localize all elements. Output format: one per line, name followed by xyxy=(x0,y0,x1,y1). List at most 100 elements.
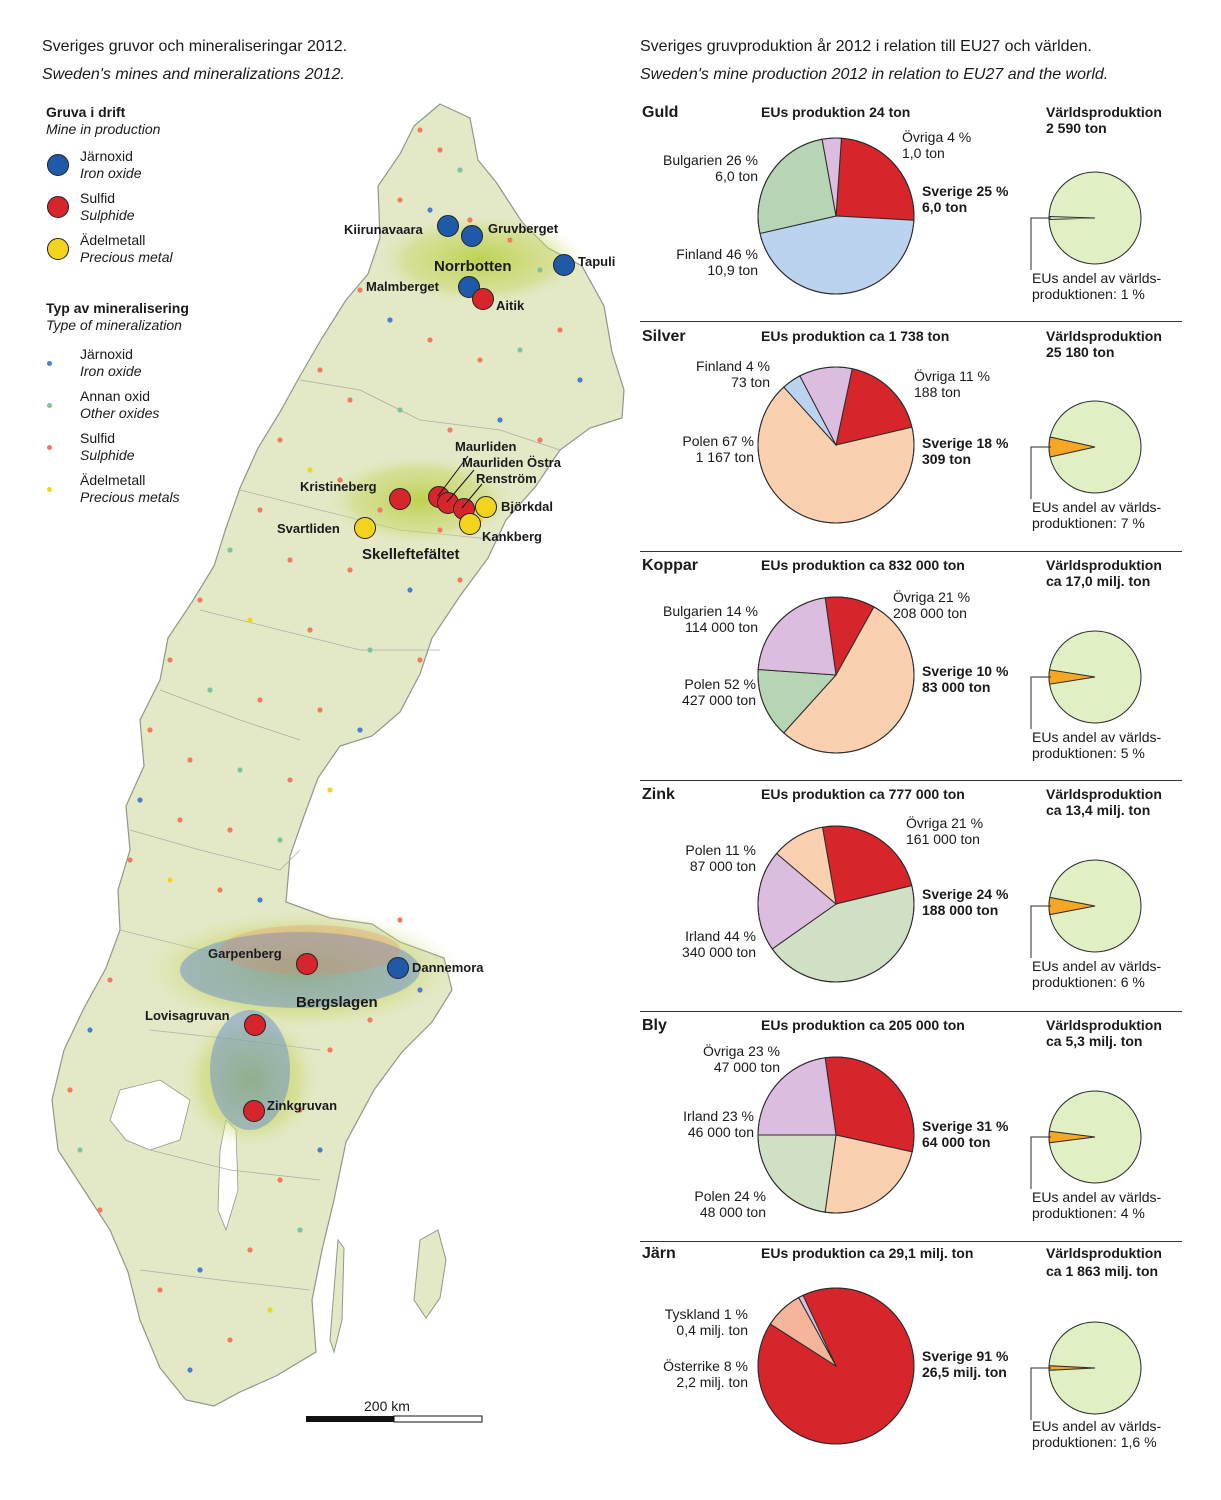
mine-label-tapuli: Tapuli xyxy=(578,254,616,269)
world-value-jarn: ca 1 863 milj. ton xyxy=(1046,1263,1159,1279)
legend-iron-en: Iron oxide xyxy=(80,165,142,181)
slice-name-guld-ovriga: Övriga xyxy=(902,129,944,145)
slice-label-zink-irland: Irland 44 % 340 000 ton xyxy=(682,928,756,960)
slice-percent-guld-bulgarien: 26 xyxy=(726,152,742,168)
eu-share-koppar: EUs andel av världs-produktionen: 5 % xyxy=(1032,729,1161,761)
slice-name-bly-ovriga: Övriga xyxy=(702,1043,745,1059)
slice-label-zink-ovriga: Övriga 21 % 161 000 ton xyxy=(906,815,984,847)
slice-name-jarn-sverige: Sverige xyxy=(922,1348,973,1364)
mine-garpenberg-marker[interactable] xyxy=(296,953,318,975)
slice-label-bly-ovriga: Övriga 23 % 47 000 ton xyxy=(702,1043,780,1075)
slice-name-koppar-ovriga: Övriga xyxy=(893,589,935,605)
gotland xyxy=(413,1229,447,1319)
mine-bjorkdal-marker[interactable] xyxy=(475,496,497,518)
mine-kiirunavaara-marker[interactable] xyxy=(437,215,459,237)
mine-label-malmberget: Malmberget xyxy=(366,279,439,294)
slice-label-koppar-bulgarien: Bulgarien 14 % 114 000 ton xyxy=(663,603,758,635)
legend-type-sulphide-dot xyxy=(47,445,52,450)
world-value-koppar: ca 17,0 milj. ton xyxy=(1046,573,1151,589)
mine-label-kankberg: Kankberg xyxy=(482,529,542,544)
mine-aitik-marker[interactable] xyxy=(472,288,494,310)
legend-type-oxide-en: Other oxides xyxy=(80,405,160,421)
slice-name-silver-finland: Finland xyxy=(696,358,742,374)
mine-dannemora-marker[interactable] xyxy=(387,957,409,979)
slice-label-silver-polen: Polen 67 % 1 167 ton xyxy=(682,433,754,465)
slice-percent-bly-irland: 23 xyxy=(722,1108,738,1124)
mine-label-kiirunavaara: Kiirunavaara xyxy=(344,222,423,237)
mine-gruvberget-marker[interactable] xyxy=(461,225,483,247)
slice-name-zink-polen: Polen xyxy=(685,842,722,858)
slice-percent-zink-ovriga: 21 xyxy=(951,815,967,831)
eu-share-silver-line2: produktionen: 7 % xyxy=(1032,515,1145,531)
divider-jarn xyxy=(640,1241,1182,1242)
slice-name-zink-sverige: Sverige xyxy=(922,886,973,902)
oland xyxy=(329,1238,345,1354)
region-label-norrbotten: Norrbotten xyxy=(434,258,512,275)
metal-title-guld: Guld xyxy=(642,104,679,121)
slice-percent-zink-irland: 44 xyxy=(724,928,740,944)
eu-title-koppar: EUs produktion ca 832 000 ton xyxy=(761,557,965,573)
map-title-en: Sweden's mines and mineralizations 2012. xyxy=(42,66,345,83)
slice-label-guld-bulgarien: Bulgarien 26 % 6,0 ton xyxy=(663,152,758,184)
mine-tapuli-marker[interactable] xyxy=(553,254,575,276)
slice-name-bly-irland: Irland xyxy=(683,1108,719,1124)
legend-precious-sv: Ädelmetall xyxy=(80,232,146,248)
pie-slice-bly-irland xyxy=(757,1134,837,1213)
legend-type-precious-sv: Ädelmetall xyxy=(80,472,146,488)
eu-title-bly: EUs produktion ca 205 000 ton xyxy=(761,1017,965,1033)
slice-value-zink-sverige: 188 000 ton xyxy=(922,902,999,918)
mine-label-renstrom: Renström xyxy=(476,471,537,486)
world-title-jarn: Världsproduktion xyxy=(1046,1245,1162,1261)
eu-share-koppar-line1: EUs andel av världs- xyxy=(1032,729,1162,745)
legend-sulphide-sv: Sulfid xyxy=(80,190,116,206)
metal-title-silver: Silver xyxy=(642,328,686,345)
world-title-guld: Världsproduktion xyxy=(1046,104,1162,120)
slice-label-koppar-sverige: Sverige 10 % 83 000 ton xyxy=(922,663,1009,695)
mine-zinkgruvan-marker[interactable] xyxy=(243,1100,265,1122)
legend-precious-en: Precious metal xyxy=(80,249,173,265)
mine-kankberg-marker[interactable] xyxy=(459,513,481,535)
slice-value-jarn-osterrike: 2,2 milj. ton xyxy=(676,1374,748,1390)
slice-label-jarn-sverige: Sverige 91 % 26,5 milj. ton xyxy=(922,1348,1009,1380)
divider-bly xyxy=(640,1011,1182,1012)
legend-sulphide-mine-marker xyxy=(47,196,69,218)
eu-share-jarn-line1: EUs andel av världs- xyxy=(1032,1418,1162,1434)
world-title-silver: Världsproduktion xyxy=(1046,328,1162,344)
glow-bergslagen-south xyxy=(180,1010,320,1150)
legend-type-sulphide-sv: Sulfid xyxy=(80,430,116,446)
slice-label-jarn-tyskland: Tyskland 1 % 0,4 milj. ton xyxy=(664,1306,748,1338)
production-title-sv: Sveriges gruvproduktion år 2012 i relati… xyxy=(640,38,1092,55)
slice-name-bly-sverige: Sverige xyxy=(922,1118,973,1134)
divider-zink xyxy=(640,780,1182,781)
slice-label-bly-irland: Irland 23 % 46 000 ton xyxy=(683,1108,754,1140)
eu-share-zink: EUs andel av världs-produktionen: 6 % xyxy=(1032,958,1161,990)
metal-title-bly: Bly xyxy=(642,1017,667,1034)
mine-lovisagruvan-marker[interactable] xyxy=(244,1014,266,1036)
eu-title-jarn: EUs produktion ca 29,1 milj. ton xyxy=(761,1245,974,1261)
eu-title-silver: EUs produktion ca 1 738 ton xyxy=(761,328,950,344)
slice-percent-silver-ovriga: 11 xyxy=(959,368,974,384)
slice-name-guld-bulgarien: Bulgarien xyxy=(663,152,723,168)
slice-percent-bly-sverige: 31 xyxy=(976,1118,993,1134)
mine-label-bjorkdal: Björkdal xyxy=(501,499,554,514)
slice-value-guld-ovriga: 1,0 ton xyxy=(902,145,945,161)
slice-label-guld-finland: Finland 46 % 10,9 ton xyxy=(676,246,758,278)
eu-share-jarn-line2: produktionen: 1,6 % xyxy=(1032,1434,1157,1450)
legend-type-precious-en: Precious metals xyxy=(80,489,180,505)
mine-svartliden-marker[interactable] xyxy=(354,517,376,539)
slice-name-guld-sverige: Sverige xyxy=(922,183,973,199)
mine-kristineberg-marker[interactable] xyxy=(389,488,411,510)
world-pie-leader-guld xyxy=(1030,217,1051,270)
slice-percent-jarn-sverige: 91 xyxy=(976,1348,993,1364)
region-label-skelleftefaltet: Skelleftefältet xyxy=(362,546,460,563)
metal-title-zink: Zink xyxy=(642,786,675,803)
mine-label-svartliden: Svartliden xyxy=(277,521,340,536)
region-label-bergslagen: Bergslagen xyxy=(296,994,378,1011)
mine-label-maurliden: Maurliden xyxy=(455,439,517,454)
world-title-bly: Världsproduktion xyxy=(1046,1017,1162,1033)
map-title-sv: Sveriges gruvor och mineraliseringar 201… xyxy=(42,38,348,55)
mineralization-dots xyxy=(67,127,583,1373)
pie-outline-zink xyxy=(757,825,915,983)
slice-value-jarn-sverige: 26,5 milj. ton xyxy=(922,1364,1007,1380)
